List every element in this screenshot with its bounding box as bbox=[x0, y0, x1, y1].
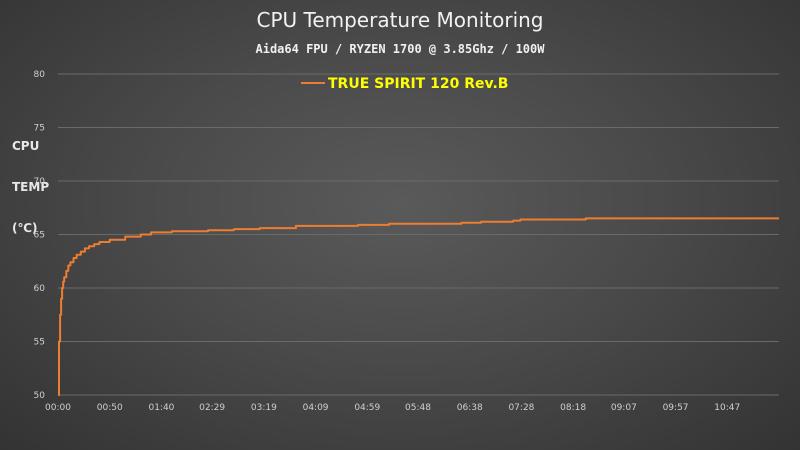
x-tick-00-00: 00:00 bbox=[45, 403, 71, 413]
x-tick-04-59: 04:59 bbox=[354, 403, 380, 413]
x-tick-10-47: 10:47 bbox=[714, 403, 740, 413]
x-tick-06-38: 06:38 bbox=[457, 403, 483, 413]
y-tick-55: 55 bbox=[34, 338, 45, 348]
legend-label-0: TRUE SPIRIT 120 Rev.B bbox=[328, 76, 508, 92]
x-tick-09-07: 09:07 bbox=[611, 403, 637, 413]
x-tick-07-28: 07:28 bbox=[508, 403, 534, 413]
y-tick-80: 80 bbox=[34, 70, 46, 80]
x-tick-08-18: 08:18 bbox=[560, 403, 586, 413]
x-tick-00-50: 00:50 bbox=[97, 403, 123, 413]
x-tick-01-40: 01:40 bbox=[148, 403, 174, 413]
x-tick-03-19: 03:19 bbox=[251, 403, 277, 413]
y-tick-labels: 50 55 60 65 70 75 80 bbox=[34, 70, 46, 401]
series-layer bbox=[58, 217, 779, 396]
x-tick-labels: 00:00 00:50 01:40 02:29 03:19 04:09 04:59 05:48… bbox=[45, 403, 740, 413]
chart-title: CPU Temperature Monitoring bbox=[256, 8, 544, 32]
chart-subtitle: Aida64 FPU / RYZEN 1700 @ 3.85Ghz / 100W bbox=[255, 42, 545, 56]
y-tick-75: 75 bbox=[34, 124, 45, 134]
x-tick-05-48: 05:48 bbox=[405, 403, 431, 413]
series-line-0 bbox=[58, 217, 779, 396]
x-tick-04-09: 04:09 bbox=[303, 403, 329, 413]
x-tick-02-29: 02:29 bbox=[199, 403, 225, 413]
y-tick-50: 50 bbox=[34, 391, 46, 401]
y-tick-65: 65 bbox=[34, 231, 45, 241]
gridlines bbox=[58, 73, 779, 396]
y-tick-70: 70 bbox=[34, 177, 46, 187]
x-tick-09-57: 09:57 bbox=[663, 403, 689, 413]
y-tick-60: 60 bbox=[34, 284, 46, 294]
legend[interactable]: TRUE SPIRIT 120 Rev.B bbox=[301, 76, 508, 92]
